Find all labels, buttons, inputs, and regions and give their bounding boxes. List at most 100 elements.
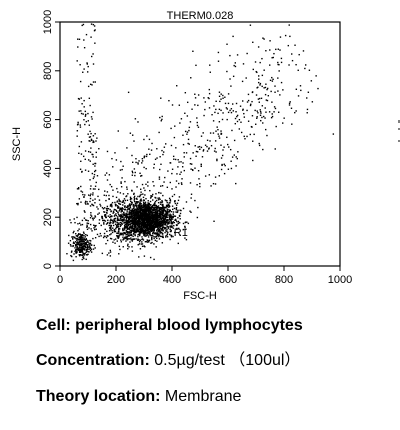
data-point [143,255,146,257]
data-point [271,113,273,115]
data-point [179,234,181,236]
data-point [291,53,293,55]
data-point [158,191,160,194]
data-point [95,151,97,154]
data-point [133,221,136,224]
data-point [105,236,108,239]
data-point [80,240,82,243]
data-point [204,101,207,103]
data-point [103,211,106,213]
data-point [123,213,125,216]
data-point [168,202,170,204]
data-point [220,132,222,135]
data-point [119,215,122,218]
data-point [239,105,242,107]
data-point [94,198,96,200]
data-point [104,215,107,217]
data-point [80,190,82,192]
data-point [134,118,137,120]
data-point [76,245,78,248]
data-point [145,224,148,226]
data-point [159,213,161,215]
data-point [149,219,152,221]
data-point [144,228,147,231]
data-point [235,165,237,167]
data-point [146,219,149,221]
data-point [234,117,237,120]
data-point [80,185,82,188]
data-point [135,211,137,213]
data-point [121,207,123,210]
data-point [124,223,127,226]
data-point [152,214,154,216]
data-point [75,242,78,244]
data-point [179,212,182,215]
data-point [129,223,131,226]
data-point [223,146,225,148]
data-point [113,211,115,214]
data-point [111,201,114,204]
data-point [226,70,228,73]
data-point [78,251,81,254]
data-point [132,212,134,215]
data-point [111,231,114,234]
data-point [117,206,120,208]
data-point [161,206,164,209]
data-point [83,68,85,70]
x-tick-label: 200 [107,274,125,286]
data-point [155,213,157,215]
data-point [178,161,180,163]
data-point [180,161,182,163]
data-point [111,205,113,208]
data-point [159,198,161,201]
data-point [91,118,93,120]
data-point [152,233,154,235]
data-point [240,121,242,123]
data-point [179,122,181,124]
data-point [137,215,140,217]
data-point [139,214,141,216]
data-point [121,201,124,204]
data-point [158,238,161,240]
data-point [165,227,167,229]
data-point [148,220,150,223]
data-point [127,243,129,246]
data-point [131,226,133,229]
data-point [146,153,148,156]
data-point [89,200,91,203]
data-point [291,123,293,125]
x-tick-label: 600 [219,274,237,286]
data-point [128,214,131,216]
data-point [154,225,156,228]
data-point [119,214,122,216]
data-point [141,208,143,210]
data-point [120,233,123,236]
data-point [131,202,133,204]
data-point [75,235,78,237]
data-point [133,168,136,170]
data-point [269,64,271,66]
data-point [258,78,260,80]
data-point [106,150,109,153]
data-point [178,215,181,217]
data-point [117,191,119,193]
data-point [298,53,300,56]
data-point [154,158,157,161]
data-point [189,157,192,160]
data-point [236,157,238,160]
data-point [131,190,133,192]
data-point [98,212,100,214]
data-point [150,234,153,237]
data-point [155,199,158,202]
data-point [174,202,177,205]
data-point [151,219,154,222]
data-point [317,87,319,90]
data-point [115,228,117,230]
data-point [141,160,144,162]
data-point [87,253,89,256]
data-point [143,218,145,220]
data-point [110,233,112,235]
data-point [141,245,144,248]
data-point [123,218,125,220]
data-point [124,232,127,234]
